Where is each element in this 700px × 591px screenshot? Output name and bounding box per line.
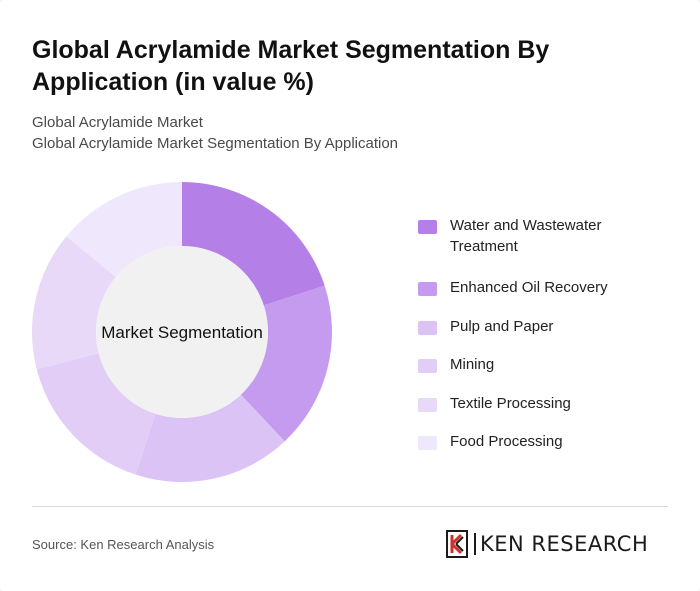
legend-swatch bbox=[418, 321, 437, 335]
ken-research-logo: KEN RESEARCH bbox=[446, 530, 670, 558]
slice-water-and-wastewater-treatment bbox=[182, 182, 325, 306]
legend-label: Enhanced Oil Recovery bbox=[450, 279, 608, 296]
legend-swatch bbox=[418, 359, 437, 373]
slice-pulp-and-paper bbox=[135, 394, 285, 483]
legend-swatch bbox=[418, 398, 437, 412]
legend-swatch bbox=[418, 436, 437, 450]
legend-label: Pulp and Paper bbox=[450, 318, 554, 335]
donut-center bbox=[96, 246, 268, 418]
slice-textile-processing bbox=[32, 236, 116, 370]
footer-divider bbox=[32, 506, 668, 507]
source-note: Source: Ken Research Analysis bbox=[32, 537, 215, 552]
legend-label: Textile Processing bbox=[450, 395, 571, 412]
legend-label: Water and Wastewater Treatment bbox=[450, 217, 602, 255]
legend-swatch bbox=[418, 220, 437, 234]
slice-mining bbox=[36, 353, 156, 475]
logo-separator bbox=[474, 533, 476, 555]
legend-label: Mining bbox=[450, 356, 495, 373]
ken-research-logo-icon bbox=[446, 530, 468, 558]
chart-subtitle-market: Global Acrylamide Market bbox=[32, 114, 203, 131]
chart-subtitle-segmentation: Global Acrylamide Market Segmentation By… bbox=[32, 135, 399, 152]
chart-title: Global Acrylamide Market Segmentation By… bbox=[32, 36, 550, 96]
logo-wordmark: KEN RESEARCH bbox=[480, 532, 649, 556]
legend-swatch bbox=[418, 282, 437, 296]
donut-center-label: Market Segmentation bbox=[101, 323, 263, 342]
legend-label: Food Processing bbox=[450, 433, 563, 450]
slice-enhanced-oil-recovery bbox=[240, 285, 332, 442]
slice-food-processing bbox=[66, 182, 182, 278]
